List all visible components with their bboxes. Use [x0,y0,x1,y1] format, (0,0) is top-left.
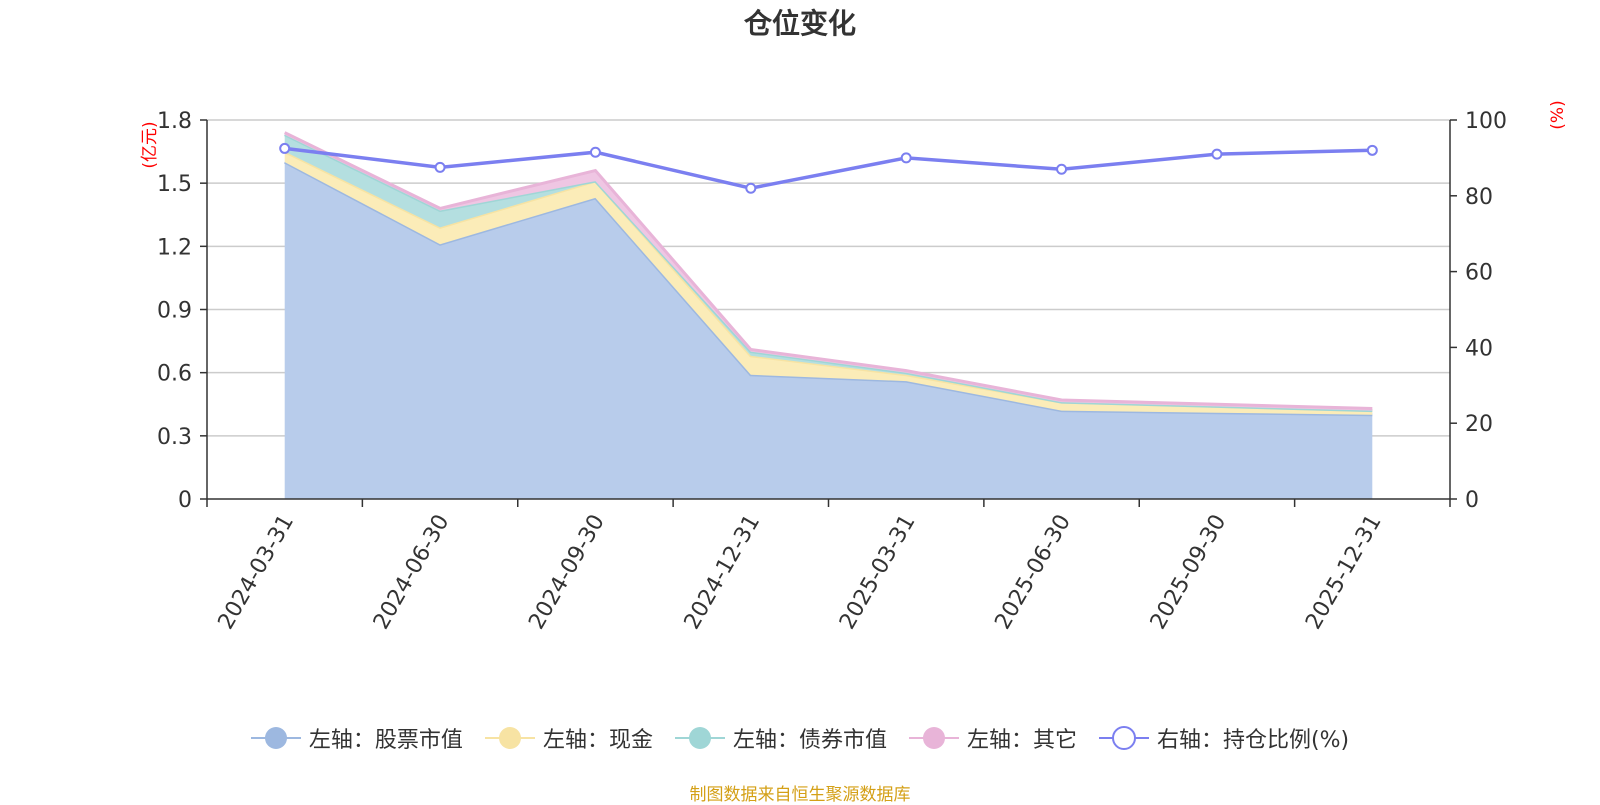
legend-marker-stock-value-icon [250,727,301,749]
legend-item-holding-ratio[interactable]: 右轴：持仓比例(%) [1098,722,1350,754]
x-axis-tick-label: 2024-09-30 [524,511,610,634]
right-axis-tick-label: 60 [1465,261,1493,286]
right-axis-tick-label: 80 [1465,185,1493,210]
legend-marker-other-icon [908,727,959,749]
holding-ratio-point [1211,148,1223,160]
holding-ratio-line [284,146,1373,190]
x-axis-tick-label: 2025-03-31 [835,511,921,634]
chart-legend: 左轴：股票市值 左轴：现金 左轴：债券市值 左轴：其它 右轴：持仓比例(%) [0,718,1600,758]
area-series-line-3 [284,131,1373,410]
holding-ratio-point [1366,144,1378,156]
right-axis-tick-label: 40 [1465,336,1493,361]
legend-label-cash: 左轴：现金 [542,728,653,753]
holding-ratio-point [434,161,446,173]
data-source-footer: 制图数据来自恒生聚源数据库 [689,785,911,805]
left-axis-tick-label: 0.6 [157,362,192,387]
legend-label-bond-value: 左轴：债券市值 [732,728,887,753]
left-axis-unit-label: (亿元) [140,121,160,168]
right-axis-unit-label: (%) [1548,100,1568,129]
stacked-area-series [283,131,1373,499]
area-series-0 [284,162,1373,499]
legend-marker-holding-ratio-icon [1098,726,1149,750]
holding-ratio-point [745,182,757,194]
legend-marker-bond-value-icon [674,727,725,749]
holding-ratio-point [900,152,912,164]
left-axis-tick-label: 0.3 [157,425,192,450]
legend-item-cash[interactable]: 左轴：现金 [484,722,653,754]
right-axis-tick-label: 0 [1465,488,1479,513]
x-axis-tick-label: 2025-09-30 [1146,511,1232,634]
holding-ratio-point [1056,163,1068,175]
x-axis-tick-label: 2024-06-30 [369,511,455,634]
holding-ratio-line-series [279,142,1378,194]
x-axis-tick-label: 2025-06-30 [990,511,1076,634]
x-axis-tick-label: 2025-12-31 [1301,511,1387,634]
left-axis-tick-label: 0.9 [157,299,192,324]
legend-label-stock-value: 左轴：股票市值 [308,728,463,753]
right-axis-tick-label: 20 [1465,412,1493,437]
holding-ratio-point [279,142,291,154]
holding-ratio-point [589,146,601,158]
legend-item-bond-value[interactable]: 左轴：债券市值 [674,722,887,754]
legend-label-other: 左轴：其它 [966,728,1077,753]
legend-item-other[interactable]: 左轴：其它 [908,722,1077,754]
x-axis-tick-label: 2024-03-31 [213,511,299,634]
legend-marker-cash-icon [484,727,535,749]
x-axis-tick-label: 2024-12-31 [680,511,766,634]
right-axis-tick-label: 100 [1465,109,1507,134]
left-axis-tick-label: 0 [178,488,192,513]
left-axis-tick-label: 1.8 [157,109,192,134]
left-axis-tick-label: 1.2 [157,235,192,260]
legend-label-holding-ratio: 右轴：持仓比例(%) [1156,728,1350,753]
chart-title: 仓位变化 [744,7,856,40]
legend-item-stock-value[interactable]: 左轴：股票市值 [250,722,463,754]
left-axis-tick-label: 1.5 [157,172,192,197]
